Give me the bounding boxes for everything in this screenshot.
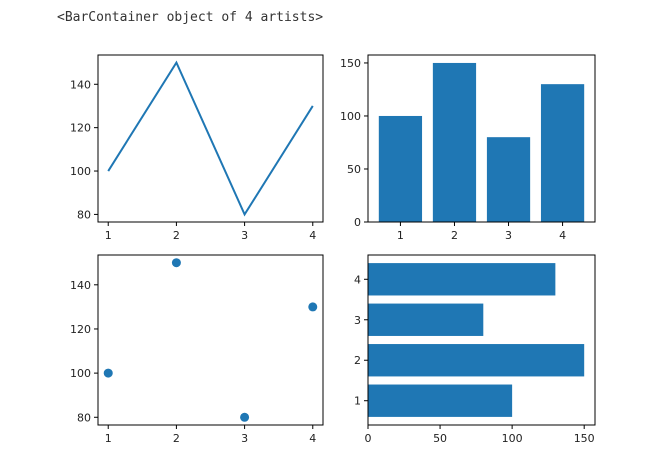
x-tick-label: 2 xyxy=(451,229,458,242)
y-tick-label: 1 xyxy=(354,395,361,408)
axes-frame xyxy=(97,54,324,223)
x-tick-label: 0 xyxy=(365,432,372,445)
x-tick-label: 1 xyxy=(397,229,404,242)
y-tick-label: 0 xyxy=(354,216,361,229)
bar xyxy=(368,384,513,417)
bar xyxy=(540,84,585,223)
subplot-3-scatter: 1 2 3 4 80 100 120 140 xyxy=(70,254,324,445)
scatter-point xyxy=(103,368,113,378)
y-tick-label: 4 xyxy=(354,273,361,286)
subplot-4-barh: 0 50 100 150 1 2 3 4 xyxy=(354,254,596,445)
y-tick-label: 140 xyxy=(70,279,91,292)
bar xyxy=(368,263,556,296)
axes-frame xyxy=(97,254,324,426)
y-tick-label: 2 xyxy=(354,354,361,367)
console-output: <BarContainer object of 4 artists> xyxy=(57,10,324,25)
bar xyxy=(368,344,585,377)
x-tick-label: 4 xyxy=(309,432,316,445)
y-tick-label: 100 xyxy=(70,367,91,380)
x-tick-label: 1 xyxy=(105,229,112,242)
y-tick-label: 150 xyxy=(340,57,361,70)
y-tick-label: 3 xyxy=(354,314,361,327)
bar xyxy=(432,62,477,223)
axes-frame xyxy=(367,254,596,426)
y-tick-label: 120 xyxy=(70,122,91,135)
y-tick-label: 80 xyxy=(77,208,91,221)
y-tick-label: 80 xyxy=(77,411,91,424)
subplot-2-bar: 1 2 3 4 0 50 100 150 xyxy=(340,54,596,242)
bar xyxy=(368,303,484,336)
y-tick-label: 100 xyxy=(70,165,91,178)
scatter-point xyxy=(171,258,181,268)
x-tick-label: 2 xyxy=(173,432,180,445)
x-tick-label: 100 xyxy=(502,432,523,445)
bar xyxy=(378,115,423,222)
x-tick-label: 3 xyxy=(505,229,512,242)
y-tick-label: 120 xyxy=(70,323,91,336)
axes-frame xyxy=(367,54,596,223)
y-tick-label: 100 xyxy=(340,110,361,123)
x-tick-label: 3 xyxy=(241,432,248,445)
bar xyxy=(486,137,531,222)
subplot-1-line: 1 2 3 4 80 100 120 140 xyxy=(70,54,324,242)
x-tick-label: 2 xyxy=(173,229,180,242)
scatter-point xyxy=(308,302,318,312)
x-tick-label: 4 xyxy=(559,229,566,242)
y-tick-label: 140 xyxy=(70,78,91,91)
x-tick-label: 4 xyxy=(309,229,316,242)
scatter-point xyxy=(240,412,250,422)
line-series xyxy=(107,60,314,217)
x-tick-label: 150 xyxy=(574,432,595,445)
x-tick-label: 50 xyxy=(433,432,447,445)
y-tick-label: 50 xyxy=(347,163,361,176)
x-tick-label: 3 xyxy=(241,229,248,242)
x-tick-label: 1 xyxy=(105,432,112,445)
